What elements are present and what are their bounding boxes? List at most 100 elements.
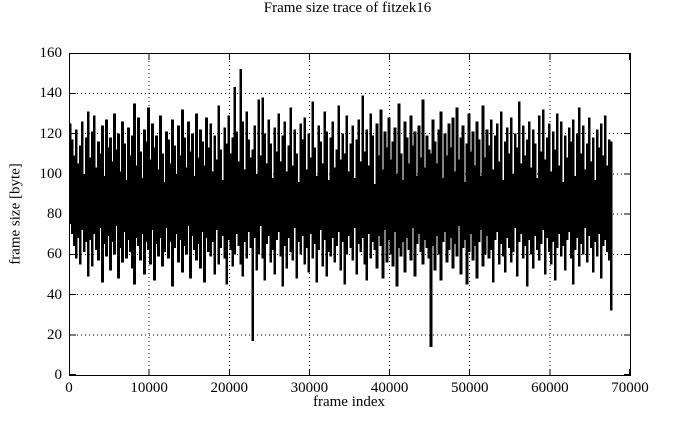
data-trace-segment [191, 133, 194, 237]
data-trace-segment [367, 165, 371, 235]
data-trace-segment [563, 135, 567, 271]
y-tick-label: 0 [54, 367, 63, 383]
data-trace-segment [137, 117, 140, 247]
data-trace-segment [223, 127, 226, 259]
data-trace-segment [169, 163, 172, 243]
data-trace-segment [221, 179, 224, 237]
data-trace-segment [81, 121, 84, 231]
data-trace-segment [481, 105, 485, 267]
data-trace-segment [599, 123, 603, 279]
data-trace-segment [273, 127, 277, 275]
data-trace-segment [87, 111, 90, 277]
data-trace-segment [415, 175, 419, 245]
data-trace-segment [349, 143, 353, 249]
data-trace-segment [585, 143, 589, 263]
data-trace-segment [295, 153, 299, 279]
data-trace-segment [399, 153, 403, 257]
data-trace-segment [293, 129, 297, 229]
data-trace-segment [431, 119, 435, 247]
data-trace-segment [233, 87, 236, 255]
data-trace-segment [381, 169, 385, 279]
data-trace-segment [503, 141, 507, 273]
data-trace-segment [525, 139, 529, 287]
data-trace-segment [259, 155, 263, 227]
data-trace-segment [211, 171, 214, 243]
data-trace-segment [175, 173, 178, 235]
y-tick-label: 120 [39, 125, 63, 142]
data-trace-segment [133, 103, 136, 285]
data-trace-segment [231, 137, 234, 267]
data-trace-segment [511, 173, 515, 253]
data-trace-segment [187, 121, 190, 227]
x-tick-label: 50000 [450, 380, 489, 396]
data-trace-segment [521, 125, 525, 259]
data-trace-segment [143, 129, 146, 275]
data-trace-segment [189, 151, 192, 279]
data-trace-segment [279, 161, 283, 257]
data-trace-segment [421, 99, 425, 265]
data-trace-segment [253, 125, 257, 239]
data-trace-segment [267, 119, 271, 237]
data-trace-segment [265, 163, 269, 245]
data-trace-segment [419, 157, 423, 253]
data-trace-segment [269, 143, 273, 263]
data-trace-segment [277, 113, 281, 233]
data-trace-segment [323, 111, 327, 241]
x-tick-label: 10000 [130, 380, 168, 396]
data-trace-segment [97, 141, 100, 261]
data-trace-segment [489, 119, 493, 251]
data-trace-segment [163, 181, 166, 253]
data-trace-segment [201, 141, 204, 233]
y-tick-label: 80 [47, 206, 62, 222]
data-trace-segment [103, 175, 106, 245]
data-trace-segment [195, 113, 198, 261]
data-trace-segment [247, 139, 251, 233]
data-trace-segment [479, 175, 483, 231]
data-trace-segment [299, 123, 303, 255]
data-trace-segment [319, 141, 323, 231]
x-tick-label: 0 [65, 380, 73, 396]
data-trace-segment [461, 125, 465, 249]
data-trace-segment [575, 133, 579, 239]
data-trace-segment [355, 139, 359, 275]
data-trace-segment [339, 159, 343, 271]
data-trace-segment [317, 125, 321, 251]
data-trace-segment [513, 133, 517, 229]
data-trace-segment [255, 173, 259, 271]
data-trace-segment [439, 111, 443, 281]
data-trace-segment [145, 141, 148, 243]
y-tick-label: 100 [39, 165, 63, 182]
data-trace-segment [375, 123, 379, 269]
data-trace-segment [397, 103, 401, 249]
data-trace-segment [533, 143, 537, 237]
data-trace-segment [549, 171, 553, 265]
data-trace-segment [607, 139, 611, 261]
x-tick-label: 70000 [611, 380, 649, 396]
data-trace-segment [161, 153, 164, 267]
data-trace-segment [501, 179, 505, 257]
data-trace-segment [235, 131, 238, 235]
x-tick-label: 30000 [290, 380, 329, 396]
data-trace-segment [151, 123, 154, 231]
data-trace-segment [469, 151, 473, 235]
data-trace-segment [463, 181, 467, 241]
data-trace-segment [271, 177, 275, 251]
data-trace-segment [131, 135, 134, 269]
data-trace-segment [353, 177, 357, 229]
data-trace-segment [455, 107, 459, 257]
data-trace-segment [207, 147, 210, 253]
data-trace-segment [577, 107, 581, 267]
data-trace-segment [515, 147, 519, 277]
data-trace-segment [379, 109, 383, 247]
data-trace-segment [477, 139, 481, 243]
data-trace-segment [373, 183, 377, 251]
data-trace-segment [527, 121, 531, 241]
data-trace-segment [411, 145, 415, 229]
data-trace-segment [183, 137, 186, 247]
data-trace-segment [543, 159, 547, 275]
data-trace-segment [321, 163, 325, 267]
data-trace-segment [181, 109, 184, 273]
data-trace-segment [261, 97, 265, 259]
data-trace-segment [473, 165, 477, 247]
data-trace-segment [149, 159, 152, 265]
